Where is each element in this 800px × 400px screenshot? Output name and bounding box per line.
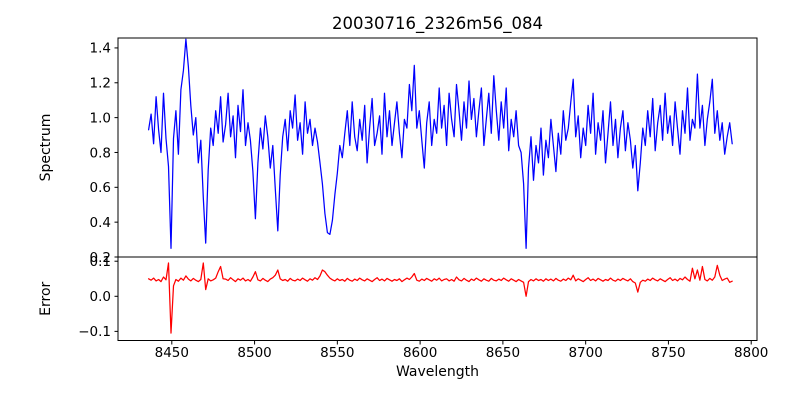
chart-title: 20030716_2326m56_084 [332, 14, 543, 34]
error-panel: 0.10.0−0.1 8450 8500 8550 8600 8650 8700 8750 8… [78, 254, 768, 361]
x-tick-label: 8500 [237, 345, 271, 361]
x-tick-label: 8700 [568, 345, 602, 361]
x-tick-label: 8650 [486, 345, 520, 361]
error-frame [117, 256, 758, 341]
y-tick-label: −0.1 [78, 324, 111, 340]
error-y-axis-ticks: 0.1 0.0 −0.1 [78, 254, 118, 340]
y-tick-label: 1.4 [90, 41, 111, 57]
y-tick-label: 0.1 [90, 254, 111, 270]
x-tick-label: 8750 [651, 345, 685, 361]
spectrum-line [147, 38, 733, 249]
y-tick-label: 0.8 [90, 145, 111, 161]
y-tick-label: 0.2 [90, 250, 111, 266]
spectrum-y-axis-ticks: 1.4 1.2 1.0 0.8 0.6 0.4 0.2 [90, 41, 118, 266]
x-tick-label: 8800 [734, 345, 768, 361]
x-axis-ticks: 8450 8500 8550 8600 8650 8700 8750 8800 [155, 340, 768, 361]
x-axis-label: Wavelength [396, 364, 479, 380]
y-tick-label: 1.2 [90, 76, 111, 92]
error-line [147, 262, 733, 334]
x-tick-label: 8550 [320, 345, 354, 361]
x-tick-label: 8600 [403, 345, 437, 361]
y-tick-label: 0.4 [90, 215, 111, 231]
y-tick-label: 0.6 [90, 180, 111, 196]
x-tick-label: 8450 [155, 345, 189, 361]
error-y-axis-label: Error [38, 281, 54, 315]
spectrum-y-axis-label: Spectrum [38, 114, 54, 182]
y-tick-label: 1.0 [90, 110, 111, 126]
y-tick-label: 0.0 [90, 289, 111, 305]
